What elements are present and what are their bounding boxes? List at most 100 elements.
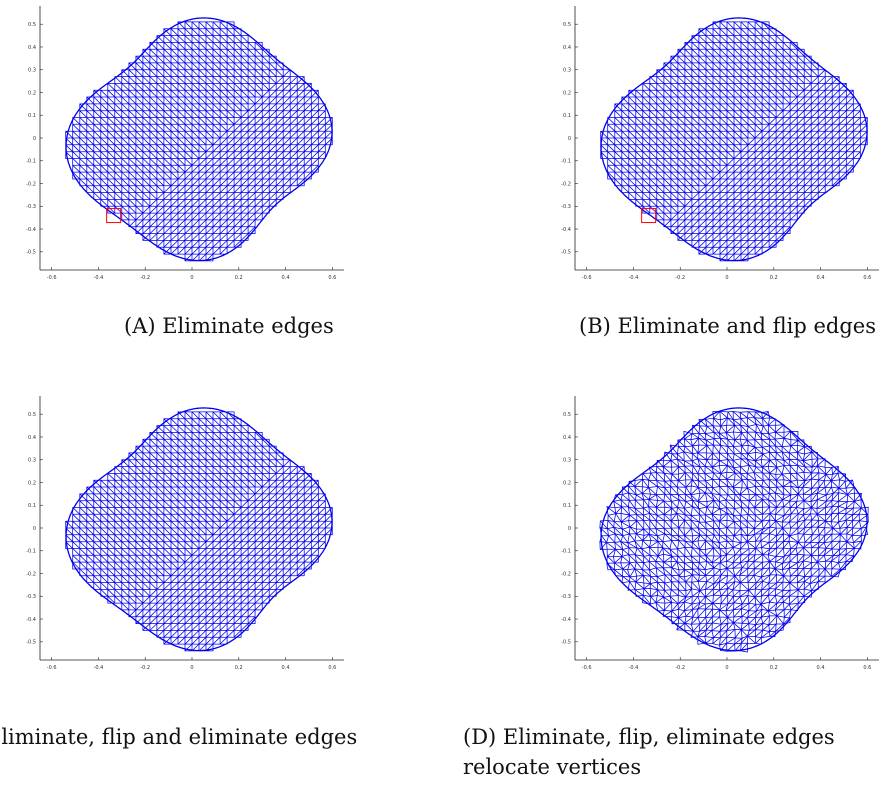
y-tick-label: 0.3 (28, 68, 36, 74)
caption-d-line-2: relocate vertices (463, 755, 642, 779)
x-tick-label: 0 (190, 665, 193, 671)
x-tick-label: -0.6 (582, 275, 592, 281)
x-tick-label: 0.6 (328, 665, 336, 671)
y-tick-label: 0 (33, 526, 36, 532)
y-tick-label: -0.1 (26, 159, 36, 165)
y-tick-label: -0.2 (26, 571, 36, 577)
y-tick-label: -0.4 (26, 617, 36, 623)
y-tick-label: 0.5 (563, 412, 571, 418)
x-tick-label: 0.6 (328, 275, 336, 281)
x-tick-label: -0.2 (140, 665, 150, 671)
y-tick-label: -0.1 (26, 549, 36, 555)
caption-c: Eliminate, flip and eliminate edges (0, 722, 357, 752)
panel-d: -0.6 -0.4 -0.2 0 0.2 0.4 0.6 0.5 0.4 0.3 0.2 0.1 0 -0… (549, 390, 889, 680)
x-tick-label: -0.6 (47, 665, 57, 671)
mesh-edges (600, 21, 868, 262)
y-tick-label: 0.1 (28, 503, 36, 509)
y-tick-label: 0 (568, 136, 571, 142)
x-tick-label: 0.6 (863, 275, 871, 281)
panel-c: -0.6 -0.4 -0.2 0 0.2 0.4 0.6 0.5 0.4 0.3 0.2 0.1 0 -0… (14, 390, 354, 680)
x-tick-label: 0 (725, 665, 728, 671)
mesh (65, 21, 333, 262)
y-tick-label: 0.4 (28, 435, 36, 441)
mesh (600, 21, 868, 262)
y-tick-label: 0.5 (28, 22, 36, 28)
axes: -0.6 -0.4 -0.2 0 0.2 0.4 0.6 0.5 0.4 0.3 0.2 0.1 0 -0… (26, 396, 344, 671)
y-tick-label: 0.1 (563, 503, 571, 509)
x-tick-label: 0.2 (770, 275, 778, 281)
caption-d-line-1: (D) Eliminate, flip, eliminate edges (463, 725, 835, 749)
y-tick-label: 0.4 (563, 45, 571, 51)
y-tick-label: -0.4 (561, 227, 571, 233)
x-tick-label: 0.2 (770, 665, 778, 671)
highlight-box (641, 208, 657, 224)
y-tick-label: 0 (33, 136, 36, 142)
caption-b: (B) Eliminate and flip edges (579, 311, 876, 341)
mesh-plot-c: -0.6 -0.4 -0.2 0 0.2 0.4 0.6 0.5 0.4 0.3 0.2 0.1 0 -0… (26, 396, 344, 671)
y-tick-label: -0.3 (26, 204, 36, 210)
y-tick-label: -0.5 (561, 250, 571, 256)
y-tick-label: 0.2 (28, 480, 36, 486)
y-tick-label: -0.3 (26, 594, 36, 600)
x-tick-label: -0.2 (140, 275, 150, 281)
x-tick-label: -0.4 (629, 665, 639, 671)
mesh-edges (65, 21, 333, 262)
x-tick-label: -0.2 (675, 275, 685, 281)
x-tick-label: -0.6 (582, 665, 592, 671)
x-tick-label: 0.2 (235, 665, 243, 671)
y-tick-label: 0.3 (563, 68, 571, 74)
mesh-plot-b: -0.6 -0.4 -0.2 0 0.2 0.4 0.6 0.5 0.4 0.3 0.2 0.1 0 -0… (561, 6, 879, 281)
y-tick-label: -0.5 (26, 250, 36, 256)
panel-b: -0.6 -0.4 -0.2 0 0.2 0.4 0.6 0.5 0.4 0.3 0.2 0.1 0 -0… (549, 0, 889, 290)
y-tick-label: 0.5 (563, 22, 571, 28)
mesh-edges (599, 411, 869, 653)
y-tick-label: -0.1 (561, 549, 571, 555)
x-tick-label: 0.4 (817, 665, 825, 671)
y-tick-label: 0.1 (563, 113, 571, 119)
axes: -0.6 -0.4 -0.2 0 0.2 0.4 0.6 0.5 0.4 0.3 0.2 0.1 0 -0… (561, 396, 879, 671)
mesh (65, 411, 333, 652)
y-tick-label: -0.4 (26, 227, 36, 233)
x-tick-label: 0.6 (863, 665, 871, 671)
mesh-boundary (65, 17, 333, 262)
y-tick-label: 0.4 (28, 45, 36, 51)
mesh-boundary (600, 407, 868, 652)
y-tick-label: 0.4 (563, 435, 571, 441)
y-tick-label: -0.4 (561, 617, 571, 623)
x-tick-label: 0.4 (817, 275, 825, 281)
y-tick-label: 0.5 (28, 412, 36, 418)
x-tick-label: 0.4 (282, 665, 290, 671)
panel-a: -0.6 -0.4 -0.2 0 0.2 0.4 0.6 0.5 0.4 0.3 0.2 0.1 0 -0… (14, 0, 354, 290)
x-tick-label: -0.4 (94, 275, 104, 281)
y-tick-label: 0.2 (28, 90, 36, 96)
y-tick-label: 0.2 (563, 480, 571, 486)
y-tick-label: -0.2 (561, 571, 571, 577)
x-tick-label: -0.4 (629, 275, 639, 281)
mesh-boundary (65, 407, 333, 652)
caption-b-line-1: (B) Eliminate and flip edges (579, 314, 876, 338)
mesh (599, 411, 869, 653)
y-tick-label: -0.5 (561, 640, 571, 646)
y-tick-label: -0.2 (26, 181, 36, 187)
y-tick-label: -0.2 (561, 181, 571, 187)
x-tick-label: 0 (725, 275, 728, 281)
y-tick-label: 0.3 (563, 458, 571, 464)
y-tick-label: 0.3 (28, 458, 36, 464)
y-tick-label: 0.2 (563, 90, 571, 96)
axes: -0.6 -0.4 -0.2 0 0.2 0.4 0.6 0.5 0.4 0.3 0.2 0.1 0 -0… (561, 6, 879, 281)
highlight-box (106, 208, 122, 224)
caption-a-line-1: (A) Eliminate edges (124, 314, 334, 338)
x-tick-label: 0.2 (235, 275, 243, 281)
mesh-boundary (600, 17, 868, 262)
y-tick-label: -0.1 (561, 159, 571, 165)
y-tick-label: -0.5 (26, 640, 36, 646)
mesh-edges (65, 411, 333, 652)
y-tick-label: 0.1 (28, 113, 36, 119)
y-tick-label: 0 (568, 526, 571, 532)
x-tick-label: -0.4 (94, 665, 104, 671)
axes: -0.6 -0.4 -0.2 0 0.2 0.4 0.6 0.5 0.4 0.3 0.2 0.1 0 -0… (26, 6, 344, 281)
x-tick-label: -0.2 (675, 665, 685, 671)
caption-d: (D) Eliminate, flip, eliminate edges rel… (463, 722, 835, 782)
mesh-plot-d: -0.6 -0.4 -0.2 0 0.2 0.4 0.6 0.5 0.4 0.3 0.2 0.1 0 -0… (561, 396, 879, 671)
x-tick-label: -0.6 (47, 275, 57, 281)
